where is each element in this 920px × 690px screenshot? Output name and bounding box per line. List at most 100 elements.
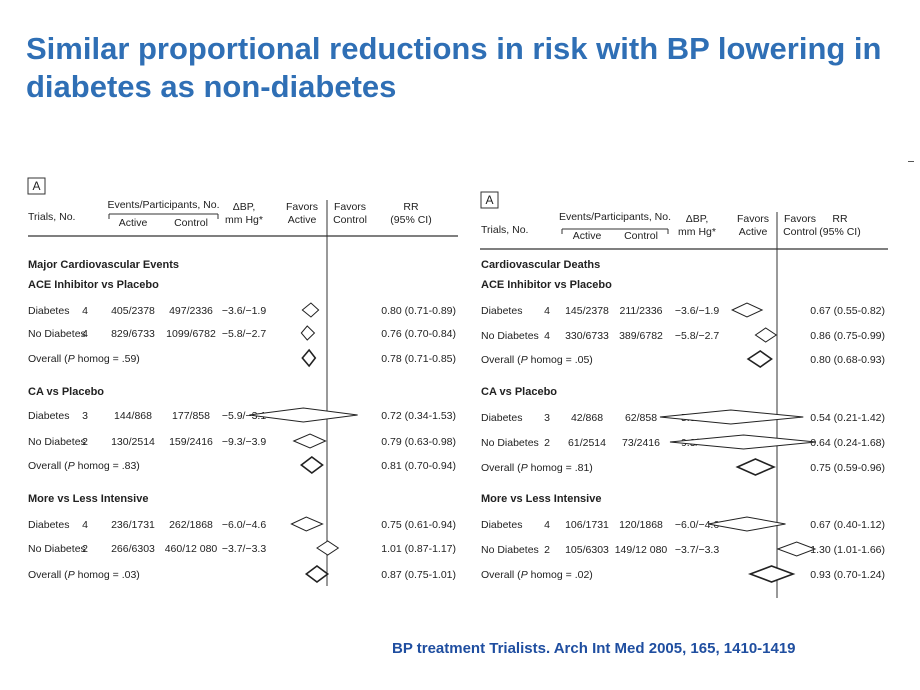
row-active: 145/2378: [565, 305, 609, 317]
header-dbp-unit: mm Hg*: [225, 214, 263, 226]
row-label: Overall (P homog = .83): [28, 460, 140, 472]
row-label: Diabetes: [28, 305, 69, 317]
row-dbp: −6.0/−4.6: [675, 519, 720, 531]
header-favors-control-2: Control: [783, 226, 817, 238]
row-label: Diabetes: [481, 305, 522, 317]
table-row: No Diabetes 4 330/6733 389/6782 −5.8/−2.7 0.8…: [481, 327, 885, 343]
row-active: 106/1731: [565, 519, 609, 531]
row-control: 389/6782: [619, 330, 663, 342]
header-rr: RR: [403, 201, 419, 213]
row-active: 405/2378: [111, 305, 155, 317]
overall-diamond: [747, 565, 796, 583]
estimate-diamond: [301, 302, 320, 318]
row-active: 42/868: [571, 412, 603, 424]
table-row: Diabetes 4 236/1731 262/1868 −6.0/−4.6 0.75 (…: [28, 516, 456, 532]
row-rr: 0.93 (0.70-1.24): [810, 569, 885, 581]
row-label: Overall (P homog = .03): [28, 569, 140, 581]
edge-tick-mark: [908, 161, 914, 162]
row-rr: 0.86 (0.75-0.99): [810, 330, 885, 342]
header-favors-control: Favors: [334, 201, 366, 213]
row-trials: 2: [544, 437, 550, 449]
estimate-diamond: [300, 325, 316, 341]
overall-diamond: [304, 565, 330, 583]
row-label: No Diabetes: [28, 543, 86, 555]
estimate-diamond: [754, 327, 778, 343]
row-rr: 0.67 (0.40-1.12): [810, 519, 885, 531]
row-label: Diabetes: [28, 410, 69, 422]
row-trials: 4: [82, 519, 88, 531]
header-dbp-unit: mm Hg*: [678, 226, 716, 238]
estimate-diamond: [730, 302, 764, 318]
overall-diamond: [746, 350, 773, 368]
row-control: 149/12 080: [615, 544, 668, 556]
row-dbp: −3.6/−1.9: [675, 305, 720, 317]
row-control: 159/2416: [169, 436, 213, 448]
row-active: 144/868: [114, 410, 152, 422]
row-trials: 2: [82, 543, 88, 555]
estimate-diamond: [669, 434, 816, 450]
outcome-title: Cardiovascular Deaths: [481, 259, 600, 271]
row-trials: 2: [544, 544, 550, 556]
forest-panel-1: A Trials, No. Events/Participants, No. Acti…: [27, 177, 458, 586]
header-favors-active-2: Active: [739, 226, 768, 238]
estimate-diamond: [292, 433, 327, 449]
row-active: 130/2514: [111, 436, 155, 448]
row-label: Overall (P homog = .81): [481, 462, 593, 474]
header-favors-active: Favors: [286, 201, 318, 213]
row-label: No Diabetes: [28, 436, 86, 448]
header-active: Active: [119, 217, 148, 229]
panel-letter-box: [27, 177, 46, 195]
row-rr: 0.72 (0.34-1.53): [381, 410, 456, 422]
table-row: Overall (P homog = .03) 0.87 (0.75-1.01): [28, 565, 456, 583]
row-rr: 1.01 (0.87-1.17): [381, 543, 456, 555]
row-dbp: −9.3/−3.9: [222, 436, 267, 448]
table-row: Overall (P homog = .05) 0.80 (0.68-0.93): [481, 350, 885, 368]
row-rr: 0.78 (0.71-0.85): [381, 353, 456, 365]
header-rr-ci: (95% CI): [819, 226, 860, 238]
comparison-title: CA vs Placebo: [481, 386, 557, 398]
citation: BP treatment Trialists. Arch Int Med 200…: [392, 640, 796, 657]
row-active: 266/6303: [111, 543, 155, 555]
row-trials: 4: [544, 330, 550, 342]
table-row: No Diabetes261/251473/2416−9.3/−3.90.64 …: [481, 434, 885, 450]
outcome-title: Major Cardiovascular Events: [28, 259, 179, 271]
row-active: 330/6733: [565, 330, 609, 342]
row-rr: 0.81 (0.70-0.94): [381, 460, 456, 472]
panel-letter: A: [485, 193, 493, 207]
comparison-title: CA vs Placebo: [28, 386, 104, 398]
table-row: Overall (P homog = .81) 0.75 (0.59-0.96): [481, 458, 885, 476]
row-dbp: −6.0/−4.6: [222, 519, 267, 531]
table-row: Diabetes 4 106/1731 120/1868 −6.0/−4.6 0.67 (…: [481, 516, 885, 532]
header-rr-ci: (95% CI): [390, 214, 431, 226]
panel-letter-box: [480, 191, 499, 209]
row-control: 62/858: [625, 412, 657, 424]
row-active: 61/2514: [568, 437, 606, 449]
row-rr: 0.80 (0.71-0.89): [381, 305, 456, 317]
comparison-title: More vs Less Intensive: [28, 493, 148, 505]
row-rr: 0.75 (0.61-0.94): [381, 519, 456, 531]
header-trials: Trials, No.: [28, 211, 75, 223]
comparison-title: ACE Inhibitor vs Placebo: [481, 279, 612, 291]
header-trials: Trials, No.: [481, 224, 528, 236]
row-trials: 4: [82, 305, 88, 317]
row-label: Overall (P homog = .59): [28, 353, 140, 365]
row-trials: 3: [544, 412, 550, 424]
row-dbp: −3.7/−3.3: [675, 544, 720, 556]
estimate-diamond: [659, 409, 804, 425]
table-row: Overall (P homog = .83) 0.81 (0.70-0.94): [28, 455, 456, 475]
estimate-diamond: [316, 540, 340, 556]
row-trials: 4: [82, 328, 88, 340]
header-events: Events/Participants, No.: [107, 199, 219, 211]
row-control: 120/1868: [619, 519, 663, 531]
row-active: 829/6733: [111, 328, 155, 340]
row-dbp: −5.8/−2.7: [675, 330, 720, 342]
comparison-title: More vs Less Intensive: [481, 493, 601, 505]
row-control: 211/2336: [619, 305, 662, 317]
row-rr: 0.67 (0.55-0.82): [810, 305, 885, 317]
overall-diamond: [301, 348, 317, 368]
header-dbp: ΔBP,: [233, 201, 256, 213]
